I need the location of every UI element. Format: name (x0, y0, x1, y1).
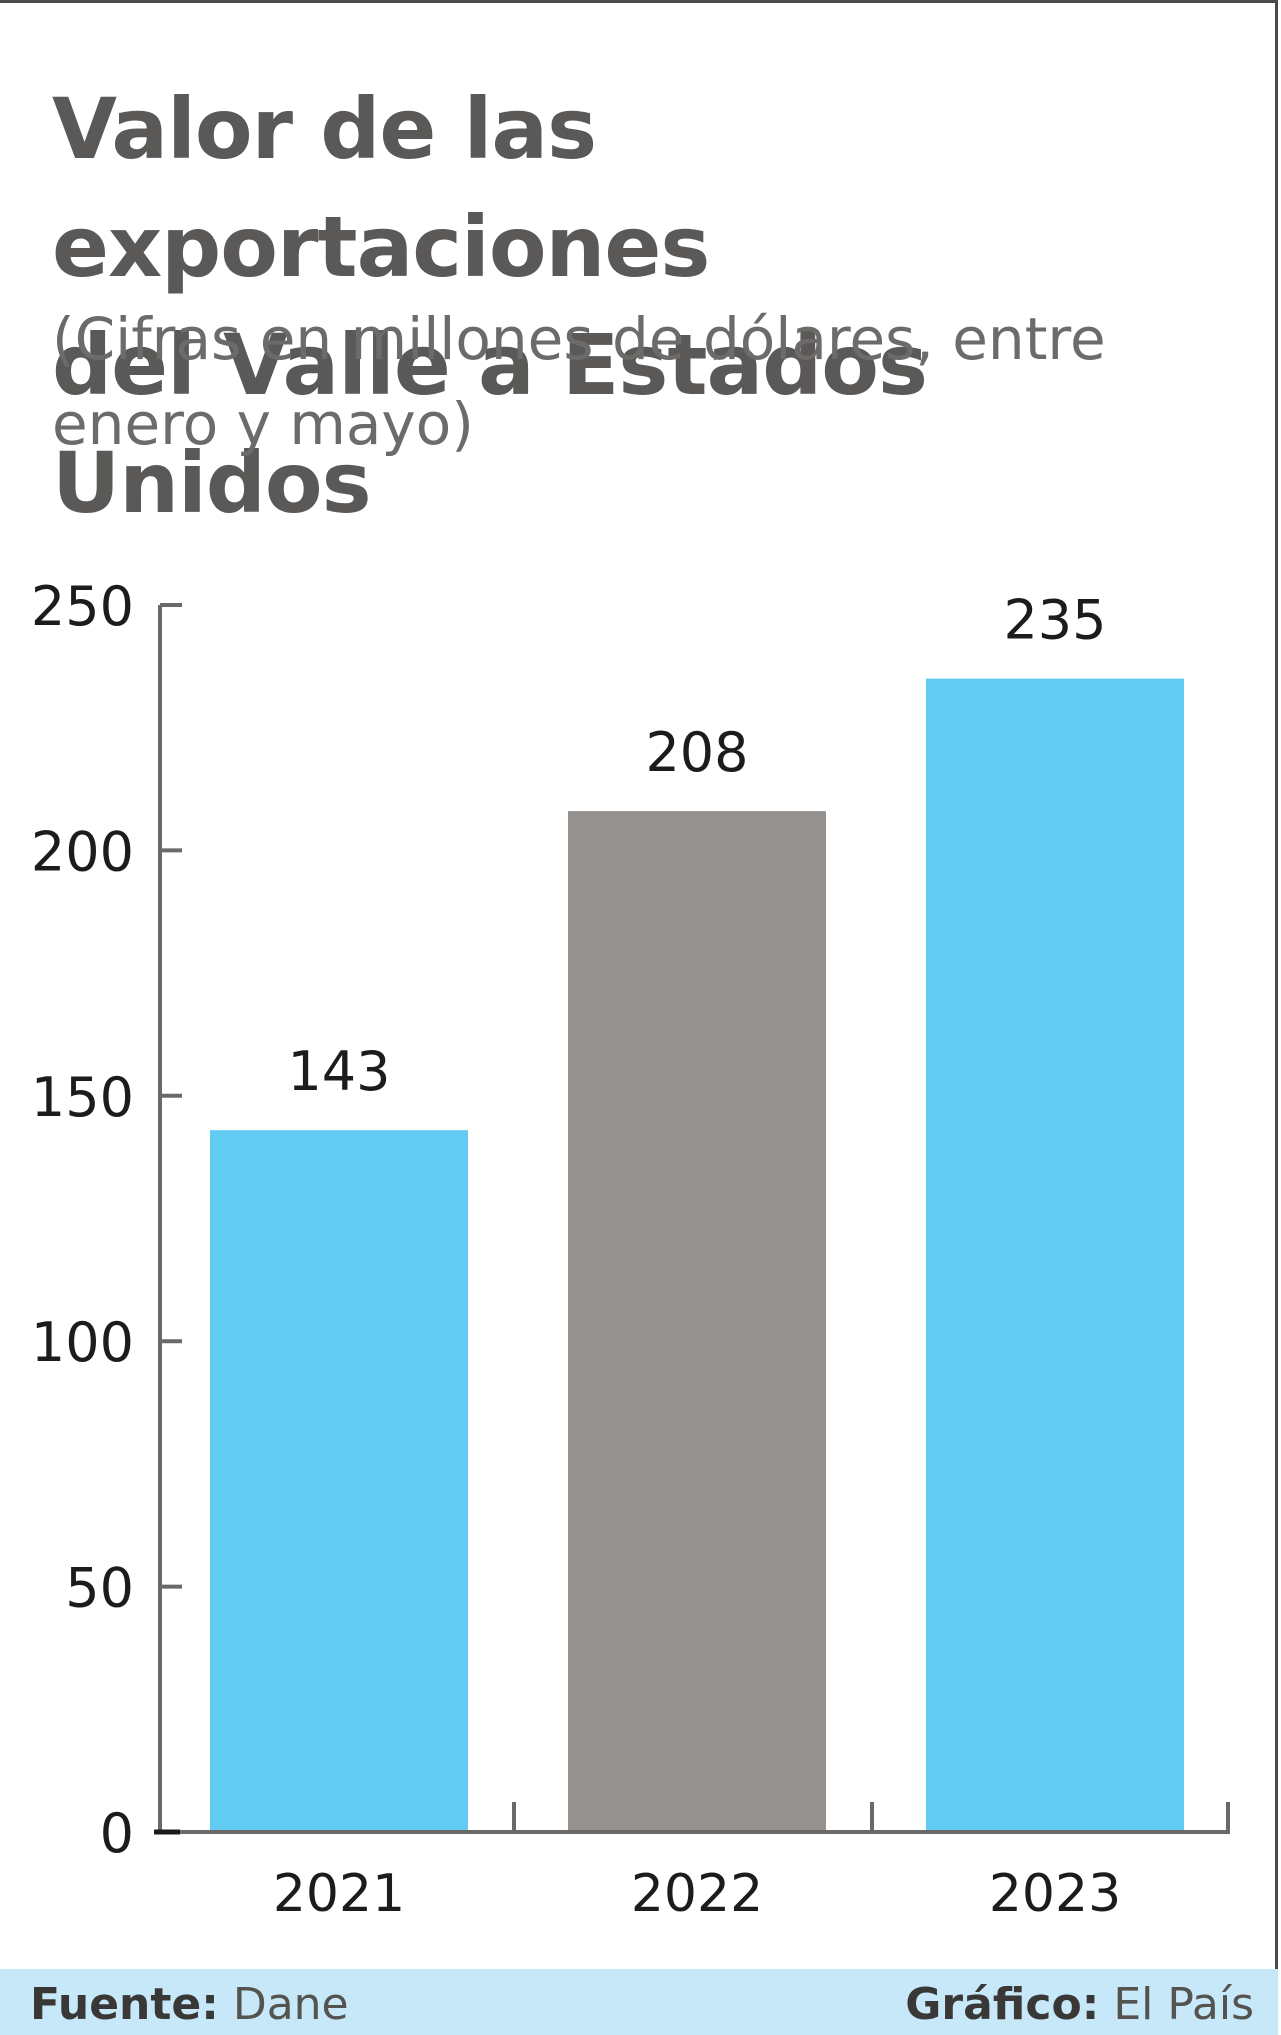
y-tick-label-200: 200 (31, 820, 134, 883)
bar-2023 (926, 678, 1184, 1832)
source-note: Fuente: Dane (30, 1979, 349, 2030)
title-line-1: Valor de las exportaciones (52, 80, 710, 296)
title-line-2: del Valle a Estados Unidos (52, 316, 928, 532)
y-tick-label-250: 250 (31, 575, 134, 638)
axes-group (154, 603, 1230, 1835)
chart-title: Valor de las exportaciones del Valle a Es… (52, 70, 1252, 542)
source-value: Dane (232, 1979, 349, 2030)
bars-group (210, 678, 1184, 1832)
x-tick-label-2021: 2021 (273, 1864, 405, 1924)
bar-2022 (568, 811, 826, 1832)
subtitle-line-1: (Cifras en millones de dólares, entre (52, 305, 1106, 373)
bar-2021 (210, 1130, 468, 1832)
labels-group: 143 2021 208 2022 235 2023 0 50 100 150 200 250 (31, 575, 1121, 1924)
footer: Fuente: Dane Gráfico: El País (0, 1969, 1278, 2035)
bar-chart: 143 2021 208 2022 235 2023 0 50 100 150 200 250 (31, 575, 1230, 1924)
x-tick-label-2023: 2023 (989, 1864, 1121, 1924)
source-label: Fuente: (30, 1979, 219, 2030)
credit-label: Gráfico: (905, 1979, 1100, 2030)
credit-value: El País (1113, 1979, 1254, 2030)
y-tick-label-50: 50 (65, 1557, 134, 1620)
y-tick-label-150: 150 (31, 1066, 134, 1129)
x-tick-label-2022: 2022 (631, 1864, 763, 1924)
chart-subtitle: (Cifras en millones de dólares, entre ene… (52, 297, 1252, 467)
subtitle-line-2: enero y mayo) (52, 390, 474, 458)
data-label-2021: 143 (287, 1040, 390, 1103)
y-tick-label-0: 0 (100, 1802, 134, 1865)
y-tick-label-100: 100 (31, 1311, 134, 1374)
data-label-2023: 235 (1003, 589, 1106, 652)
credit-note: Gráfico: El País (905, 1979, 1254, 2030)
data-label-2022: 208 (645, 721, 748, 784)
